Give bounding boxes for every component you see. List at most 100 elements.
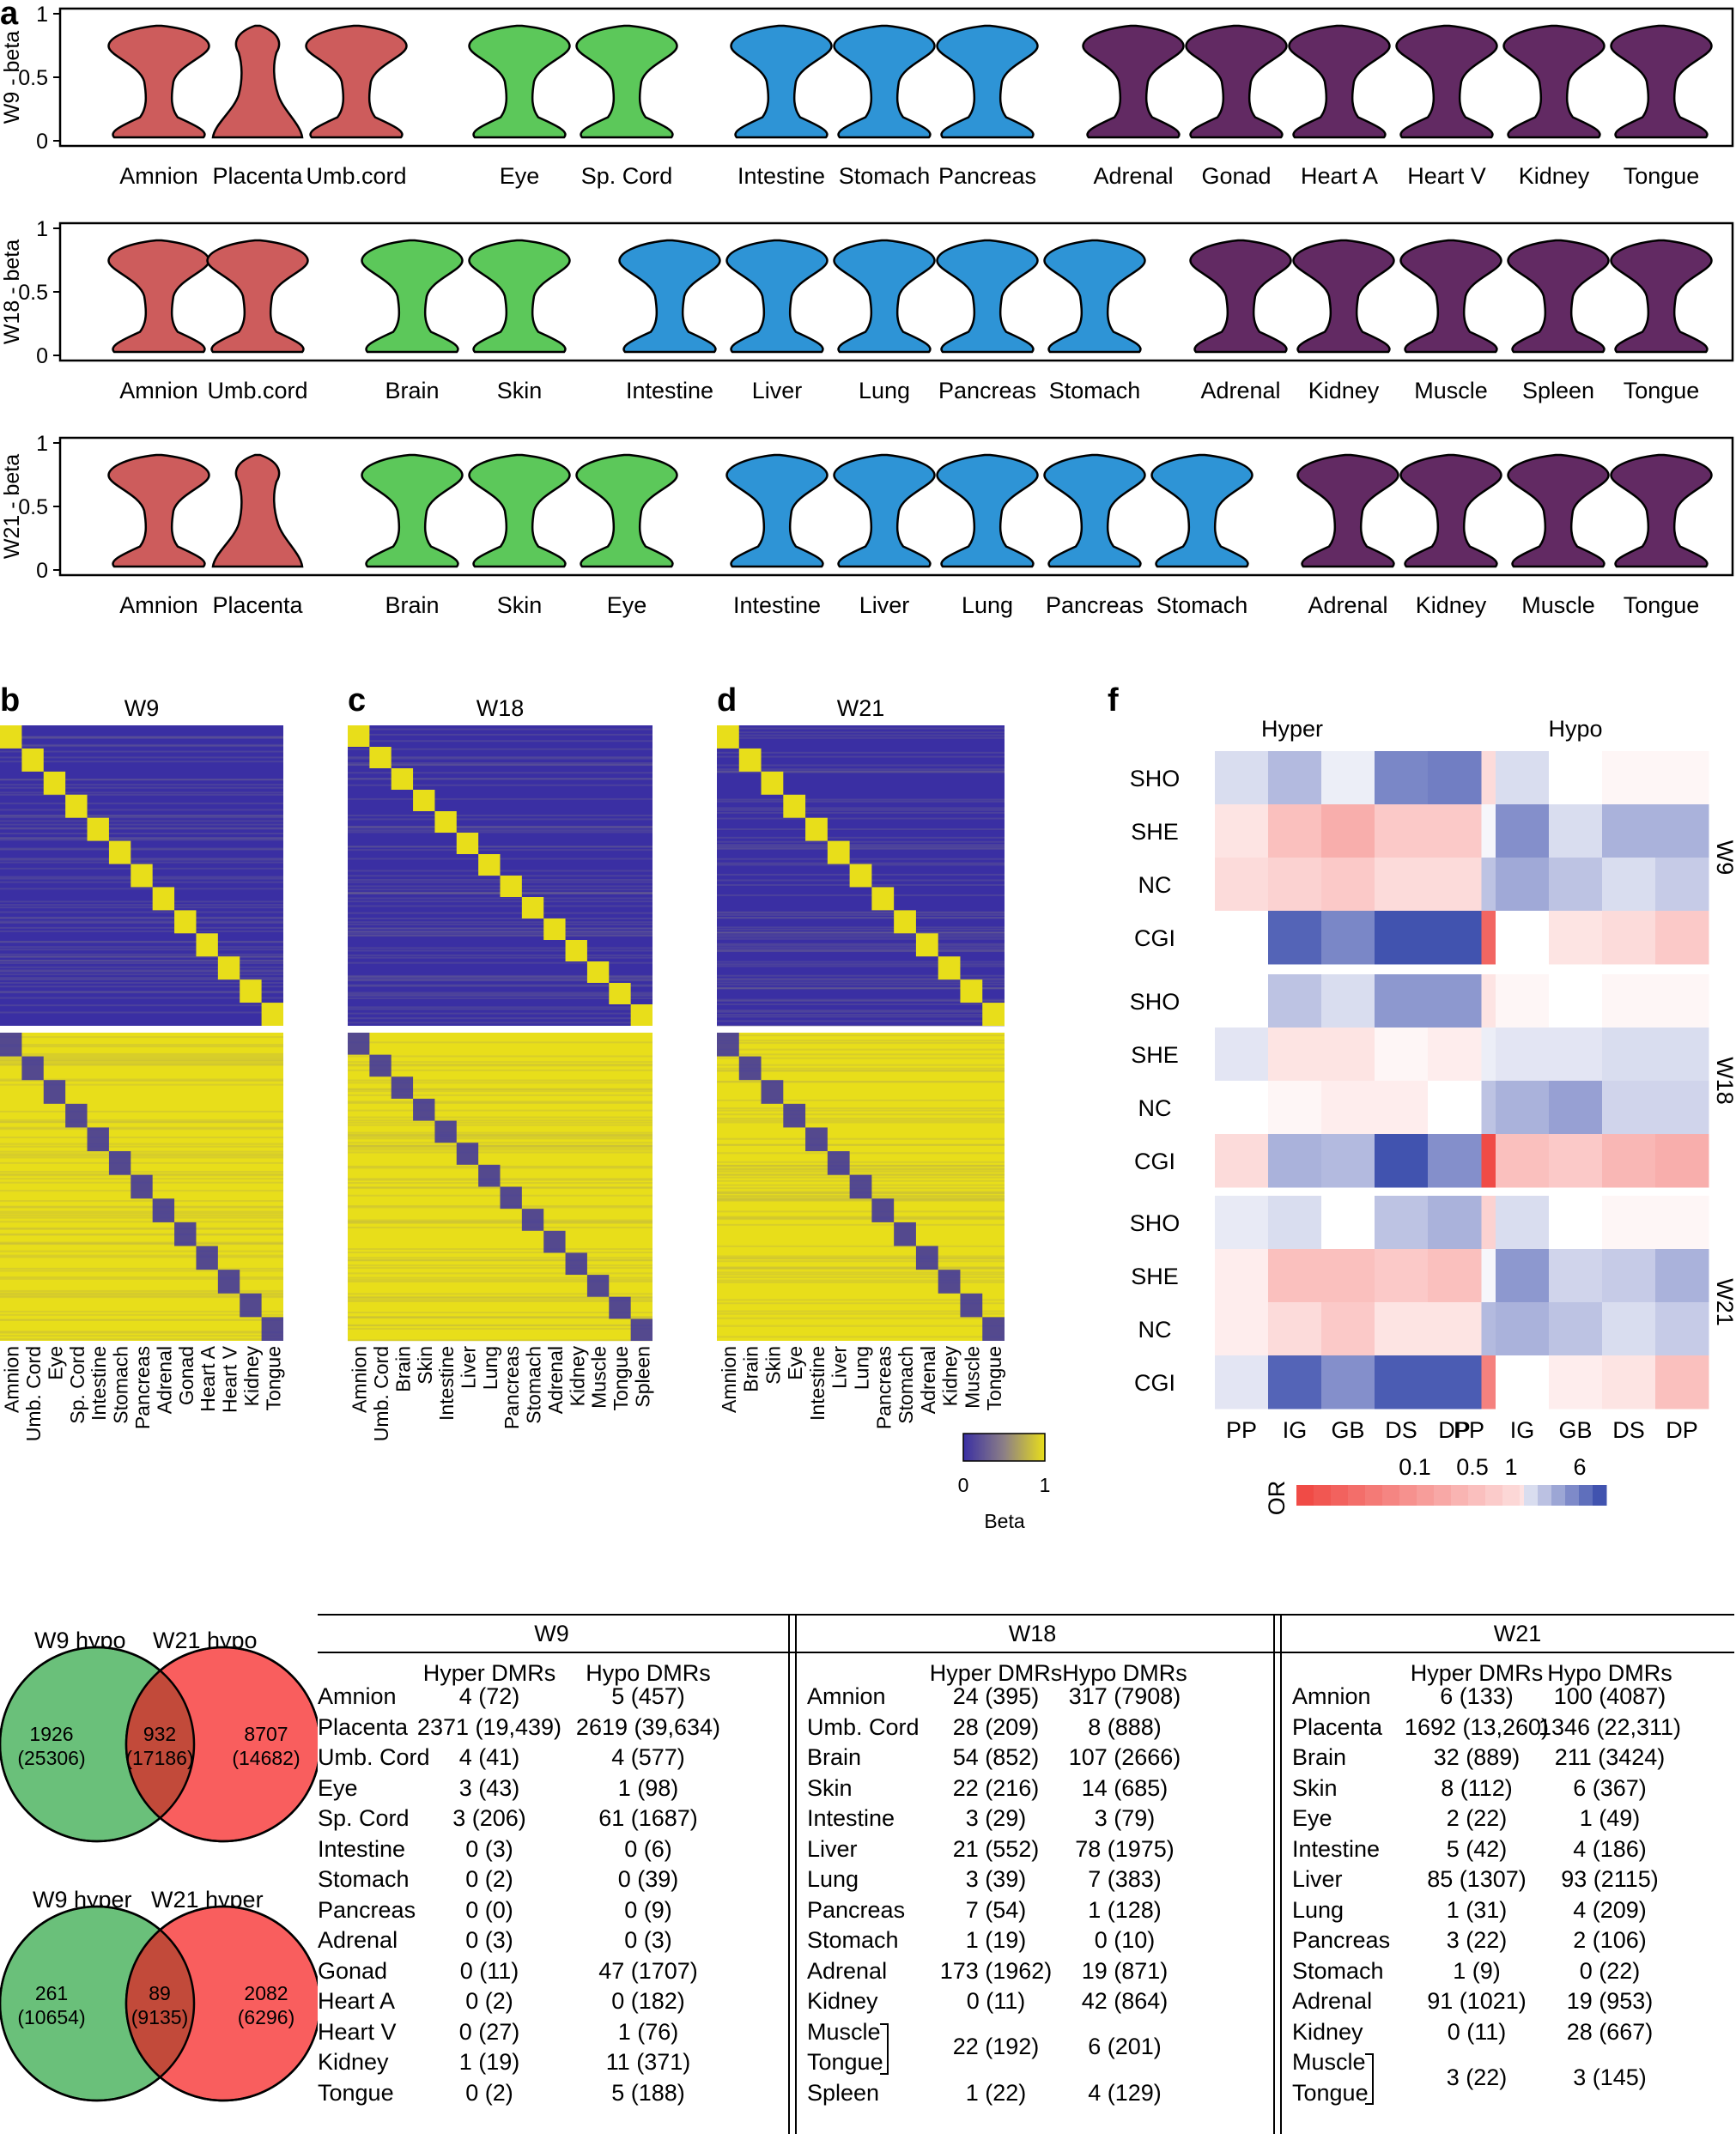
heatmap-specific-band	[240, 1293, 262, 1318]
f-row-label: NC	[1138, 1317, 1172, 1343]
f-col-title-hypo: Hypo	[1548, 716, 1602, 742]
table-row-label: Lung	[1292, 1896, 1344, 1923]
table-hypo-value: 42 (864)	[1081, 1988, 1168, 2014]
table-top-rule	[318, 1614, 1734, 1616]
violin-pancreas	[936, 239, 1039, 354]
tissue-label: Liver	[752, 378, 803, 403]
f-row-label: NC	[1138, 872, 1172, 898]
tissue-label: Tongue	[1624, 378, 1700, 403]
f-cell-hyper	[1375, 1028, 1429, 1082]
f-col-label-hypo: IG	[1510, 1417, 1535, 1443]
f-cell-hyper	[1215, 1028, 1269, 1082]
heatmap-column-label: Gonad	[175, 1346, 197, 1405]
colorbar-min: 0	[958, 1474, 969, 1496]
violin-skin	[468, 239, 571, 354]
table-col-header: Hyper DMRs	[422, 1660, 556, 1686]
heatmap-specific-band	[43, 771, 66, 795]
f-cell-hyper	[1215, 751, 1269, 805]
tissue-label: Amnion	[119, 592, 198, 618]
f-col-label-hyper: GB	[1331, 1417, 1364, 1443]
table-col-header: Hypo DMRs	[1062, 1660, 1187, 1686]
f-cell-hypo	[1602, 1355, 1656, 1410]
tissue-label: Heart A	[1301, 163, 1378, 189]
f-cell-hyper	[1215, 1249, 1269, 1303]
heatmap-specific-band	[174, 1222, 197, 1246]
heatmap-specific-band	[982, 1317, 1005, 1341]
table-hyper-value: 1692 (13,260)	[1404, 1713, 1550, 1740]
f-cell-hyper	[1375, 1249, 1429, 1303]
table-row-label: Adrenal	[807, 1957, 888, 1984]
tissue-label: Eye	[607, 592, 647, 618]
f-cell-hypo	[1655, 751, 1709, 805]
f-cell-hypo	[1602, 1249, 1656, 1303]
f-row-label: CGI	[1134, 925, 1175, 951]
table-hyper-value: 3 (43)	[458, 1774, 520, 1801]
violin-intestine	[730, 24, 833, 139]
heatmap-column-label: Heart A	[197, 1345, 219, 1411]
table-row-label: Muscle	[1292, 2049, 1366, 2075]
venn-hyper-overlap	[126, 1907, 194, 2101]
heatmap-specific-band	[543, 918, 566, 940]
f-cell-hypo	[1549, 751, 1603, 805]
tissue-label: Spleen	[1522, 378, 1594, 403]
table-hyper-value: 91 (1021)	[1427, 1988, 1527, 2014]
table-group-header: W21	[1493, 1621, 1542, 1646]
f-cell-hypo	[1496, 1081, 1550, 1135]
table-hyper-value: 1 (9)	[1453, 1957, 1501, 1984]
f-cell-hyper	[1321, 1134, 1375, 1188]
tissue-label: Intestine	[626, 378, 713, 403]
heatmap-column-label: Intestine	[88, 1346, 110, 1421]
y-tick-label: 1	[36, 217, 48, 241]
heatmap-column-label: Spleen	[631, 1346, 653, 1408]
tissue-label: Brain	[385, 378, 439, 403]
f-group-label: W21	[1712, 1278, 1736, 1326]
heatmap-specific-band	[521, 897, 544, 918]
table-hyper-value: 0 (2)	[465, 2079, 513, 2106]
tissue-label: Kidney	[1416, 592, 1487, 618]
table-hyper-value: 0 (11)	[966, 1988, 1026, 2014]
tissue-label: Stomach	[1156, 592, 1248, 618]
heatmap-column-label: Muscle	[961, 1346, 983, 1409]
heatmap-column-label: Muscle	[588, 1346, 610, 1409]
heatmap-specific-band	[849, 1174, 872, 1199]
heatmap-specific-band	[152, 887, 175, 911]
heatmap-specific-band	[938, 956, 961, 980]
heatmap-specific-band	[174, 910, 197, 934]
or-legend-tick: 0.1	[1399, 1454, 1431, 1480]
f-cell-hypo	[1496, 858, 1550, 912]
y-tick-label: 1	[36, 3, 48, 27]
table-hypo-value: 4 (577)	[611, 1744, 685, 1770]
or-legend-tick: 0.5	[1456, 1454, 1489, 1480]
heatmap-column-label: Kidney	[566, 1346, 588, 1407]
f-cell-hyper	[1321, 1302, 1375, 1356]
f-cell-hypo	[1655, 1196, 1709, 1250]
table-col-header: Hyper DMRs	[1410, 1660, 1544, 1686]
f-cell-hyper	[1215, 974, 1269, 1028]
f-cell-hypo	[1496, 1134, 1550, 1188]
heatmap-column-label: Amnion	[1, 1346, 23, 1413]
heatmap-specific-band	[738, 1056, 762, 1081]
heatmap-specific-band	[131, 1174, 153, 1199]
table-row-label: Umb. Cord	[807, 1713, 920, 1740]
table-hypo-value: 0 (39)	[617, 1866, 679, 1892]
f-cell-hyper	[1215, 1134, 1269, 1188]
heatmap-column-label: Kidney	[939, 1346, 962, 1407]
violin-heart-a	[1288, 24, 1391, 139]
heatmap-specific-band	[761, 771, 784, 795]
table-row-label: Stomach	[318, 1866, 410, 1892]
f-cell-hypo	[1602, 1302, 1656, 1356]
table-hyper-value: 0 (2)	[465, 1866, 513, 1892]
violin-stomach	[1150, 453, 1253, 568]
heatmap-column-label: Intestine	[435, 1346, 458, 1421]
f-cell-hyper	[1215, 858, 1269, 912]
table-hypo-value: 19 (953)	[1566, 1988, 1654, 2014]
violin-amnion	[107, 24, 210, 139]
venn-hypo-overlap	[126, 1647, 194, 1841]
table-row-label: Liver	[1292, 1866, 1343, 1892]
table-hyper-value: 0 (11)	[459, 1957, 519, 1984]
venn-hyper-right-sub: (6296)	[238, 2006, 294, 2028]
table-hypo-value: 0 (3)	[624, 1927, 672, 1953]
heatmap-column-label: Tongue	[983, 1346, 1005, 1410]
heatmap-title: W21	[837, 695, 885, 721]
